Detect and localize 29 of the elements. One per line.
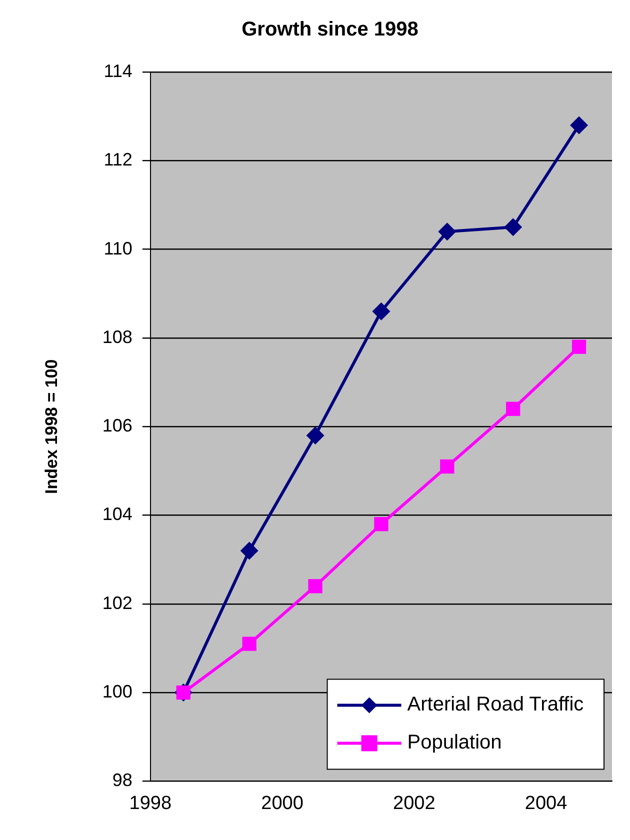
y-tick-label: 114 <box>104 60 132 81</box>
y-tick-label: 102 <box>102 592 132 613</box>
point <box>306 426 324 444</box>
y-axis-title: Index 1998 = 100 <box>42 359 61 494</box>
point <box>572 340 586 354</box>
point <box>506 402 520 416</box>
y-tick-label: 110 <box>104 238 132 258</box>
legend-label: Arterial Road Traffic <box>407 694 584 716</box>
point <box>308 579 322 594</box>
chart-title: Growth since 1998 <box>242 18 418 41</box>
point <box>438 222 456 241</box>
y-tick-label: 106 <box>102 416 132 436</box>
y-tick-label: 112 <box>104 150 132 170</box>
point <box>242 636 256 651</box>
y-tick-label: 108 <box>102 326 132 347</box>
point <box>570 116 588 134</box>
y-tick-label: 104 <box>102 504 132 524</box>
legend-label: Population <box>407 732 502 754</box>
x-tick-label: 2002 <box>393 792 436 814</box>
point <box>504 218 522 236</box>
point <box>440 459 454 474</box>
point <box>240 542 258 560</box>
y-tick-label: 100 <box>102 682 132 702</box>
x-tick-label: 2000 <box>261 792 304 814</box>
x-tick-label: 2004 <box>524 792 568 814</box>
x-tick-label: 1998 <box>129 792 172 814</box>
point <box>374 517 388 532</box>
point <box>372 302 390 320</box>
y-tick-label: 98 <box>112 770 132 790</box>
